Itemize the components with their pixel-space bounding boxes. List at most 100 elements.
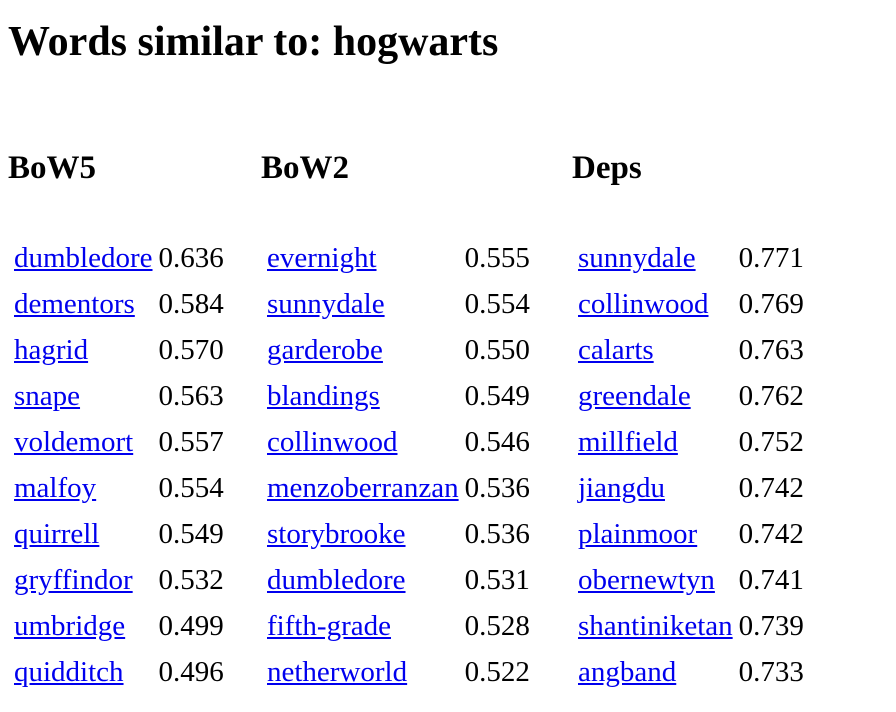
table-row: dementors 0.584 <box>12 282 226 326</box>
table-row: dumbledore 0.531 <box>265 558 532 602</box>
word-cell: obernewtyn <box>576 558 735 602</box>
table-row: malfoy 0.554 <box>12 466 226 510</box>
similar-word-link[interactable]: millfield <box>578 425 678 458</box>
similar-word-link[interactable]: netherworld <box>267 655 408 688</box>
similar-word-link[interactable]: garderobe <box>267 333 383 366</box>
table-row: plainmoor 0.742 <box>576 512 806 556</box>
similar-word-link[interactable]: calarts <box>578 333 654 366</box>
word-cell: gryffindor <box>12 558 155 602</box>
similarity-score: 0.549 <box>464 379 530 412</box>
similar-word-link[interactable]: voldemort <box>14 425 134 458</box>
similarity-score: 0.752 <box>738 425 804 458</box>
table-row: collinwood 0.769 <box>576 282 806 326</box>
similarity-score: 0.570 <box>158 333 224 366</box>
similarity-table-deps: sunnydale 0.771 collinwood 0.769 calarts 0.76… <box>574 234 808 696</box>
similar-word-link[interactable]: gryffindor <box>14 563 133 596</box>
similar-word-link[interactable]: menzoberranzan <box>267 471 459 504</box>
similarity-score: 0.528 <box>464 609 530 642</box>
word-cell: shantiniketan <box>576 604 735 648</box>
similarity-score: 0.536 <box>464 517 530 550</box>
similarity-score: 0.771 <box>738 241 804 274</box>
similar-word-link[interactable]: sunnydale <box>267 287 385 320</box>
similar-word-link[interactable]: shantiniketan <box>578 609 733 642</box>
table-row: gryffindor 0.532 <box>12 558 226 602</box>
word-cell: angband <box>576 650 735 694</box>
similarity-score: 0.741 <box>738 563 804 596</box>
word-cell: fifth-grade <box>265 604 461 648</box>
similarity-score: 0.762 <box>738 379 804 412</box>
similarity-score: 0.557 <box>158 425 224 458</box>
similar-word-link[interactable]: storybrooke <box>267 517 406 550</box>
similarity-score: 0.522 <box>464 655 530 688</box>
word-cell: quirrell <box>12 512 155 556</box>
table-row: storybrooke 0.536 <box>265 512 532 556</box>
word-cell: calarts <box>576 328 735 372</box>
similar-word-link[interactable]: dumbledore <box>267 563 406 596</box>
similarity-score: 0.550 <box>464 333 530 366</box>
word-cell: sunnydale <box>265 282 461 326</box>
similar-word-link[interactable]: plainmoor <box>578 517 698 550</box>
table-row: blandings 0.549 <box>265 374 532 418</box>
similar-word-link[interactable]: greendale <box>578 379 691 412</box>
word-cell: jiangdu <box>576 466 735 510</box>
table-row: sunnydale 0.771 <box>576 236 806 280</box>
column-bow2: BoW2 evernight 0.555 sunnydale 0.554 gardero… <box>261 150 530 686</box>
word-cell: storybrooke <box>265 512 461 556</box>
similarity-score: 0.531 <box>464 563 530 596</box>
similarity-score: 0.563 <box>158 379 224 412</box>
table-row: umbridge 0.499 <box>12 604 226 648</box>
table-row: collinwood 0.546 <box>265 420 532 464</box>
similar-word-link[interactable]: angband <box>578 655 677 688</box>
word-cell: collinwood <box>265 420 461 464</box>
column-heading-bow5: BoW5 <box>8 150 97 186</box>
column-heading-deps: Deps <box>572 150 642 186</box>
similarity-score: 0.499 <box>158 609 224 642</box>
similar-word-link[interactable]: blandings <box>267 379 380 412</box>
word-cell: collinwood <box>576 282 735 326</box>
table-row: hagrid 0.570 <box>12 328 226 372</box>
word-cell: dementors <box>12 282 155 326</box>
similar-word-link[interactable]: dementors <box>14 287 135 320</box>
similar-word-link[interactable]: umbridge <box>14 609 126 642</box>
table-row: greendale 0.762 <box>576 374 806 418</box>
similar-word-link[interactable]: malfoy <box>14 471 97 504</box>
table-row: menzoberranzan 0.536 <box>265 466 532 510</box>
similar-word-link[interactable]: evernight <box>267 241 377 274</box>
similar-word-link[interactable]: hagrid <box>14 333 89 366</box>
word-cell: evernight <box>265 236 461 280</box>
table-row: voldemort 0.557 <box>12 420 226 464</box>
similar-word-link[interactable]: quidditch <box>14 655 124 688</box>
similar-word-link[interactable]: collinwood <box>578 287 709 320</box>
word-cell: millfield <box>576 420 735 464</box>
word-cell: garderobe <box>265 328 461 372</box>
similarity-score: 0.496 <box>158 655 224 688</box>
similar-word-link[interactable]: quirrell <box>14 517 100 550</box>
word-cell: blandings <box>265 374 461 418</box>
page-title: Words similar to: hogwarts <box>8 19 499 65</box>
similarity-score: 0.733 <box>738 655 804 688</box>
word-cell: plainmoor <box>576 512 735 556</box>
similarity-table-bow2: evernight 0.555 sunnydale 0.554 garderobe 0.5… <box>263 234 534 696</box>
word-cell: sunnydale <box>576 236 735 280</box>
similar-word-link[interactable]: sunnydale <box>578 241 696 274</box>
similarity-score: 0.763 <box>738 333 804 366</box>
column-bow5: BoW5 dumbledore 0.636 dementors 0.584 hagrid… <box>8 150 224 686</box>
table-row: jiangdu 0.742 <box>576 466 806 510</box>
table-row: snape 0.563 <box>12 374 226 418</box>
similar-word-link[interactable]: collinwood <box>267 425 398 458</box>
similar-word-link[interactable]: dumbledore <box>14 241 153 274</box>
similarity-score: 0.584 <box>158 287 224 320</box>
similar-word-link[interactable]: obernewtyn <box>578 563 715 596</box>
word-cell: dumbledore <box>12 236 155 280</box>
table-row: sunnydale 0.554 <box>265 282 532 326</box>
table-row: millfield 0.752 <box>576 420 806 464</box>
word-cell: umbridge <box>12 604 155 648</box>
similar-word-link[interactable]: fifth-grade <box>267 609 391 642</box>
column-heading-bow2: BoW2 <box>261 150 350 186</box>
similarity-score: 0.536 <box>464 471 530 504</box>
word-cell: dumbledore <box>265 558 461 602</box>
word-cell: voldemort <box>12 420 155 464</box>
word-cell: malfoy <box>12 466 155 510</box>
similar-word-link[interactable]: jiangdu <box>578 471 665 504</box>
similar-word-link[interactable]: snape <box>14 379 81 412</box>
